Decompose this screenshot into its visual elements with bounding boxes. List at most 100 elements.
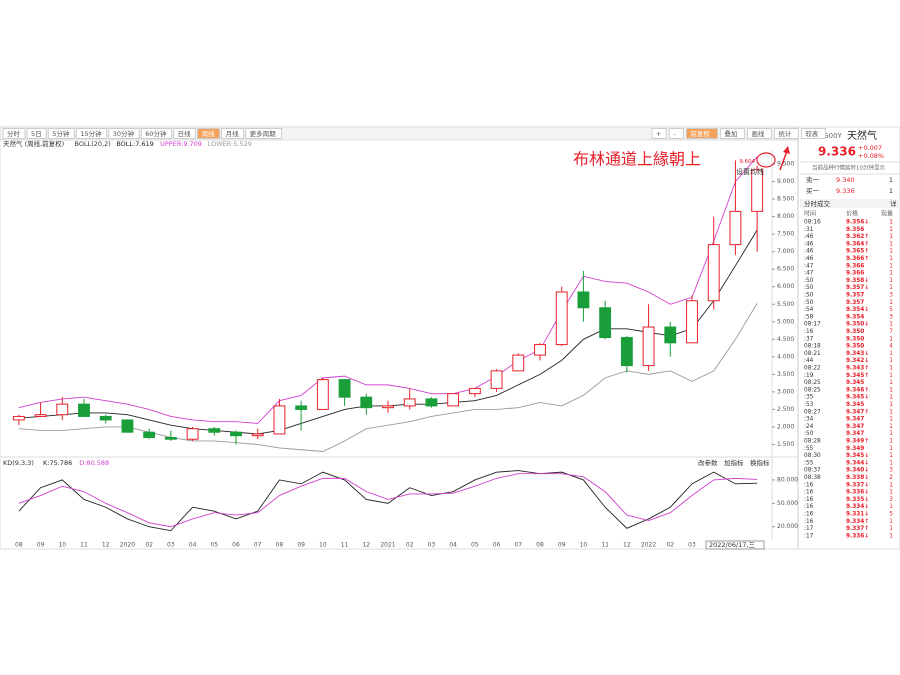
tool-button-label[interactable]: 较表 (805, 129, 819, 138)
tool-button[interactable] (719, 128, 745, 139)
tool-button-label[interactable]: + (656, 130, 661, 138)
period-tab-label[interactable]: 日线 (178, 129, 192, 138)
period-tab-label[interactable]: 分时 (7, 129, 21, 138)
tool-button[interactable] (685, 128, 718, 139)
tool-button[interactable] (668, 128, 684, 139)
indicator-button[interactable]: 加指标 (724, 458, 744, 467)
trade-time: 08:22 (804, 366, 821, 372)
period-tab-label[interactable]: 周线 (202, 129, 216, 138)
period-tab[interactable] (221, 128, 245, 139)
tool-button-label[interactable]: 画线 (751, 129, 765, 138)
candle-body (751, 169, 764, 212)
x-tick-label: 02 (666, 542, 674, 549)
trade-price: 9.347 (846, 431, 864, 437)
period-tab[interactable] (2, 128, 26, 139)
candle-body (490, 370, 503, 389)
period-tab[interactable] (245, 128, 283, 139)
indicator-button[interactable]: 改参数 (698, 458, 718, 467)
tool-button-label[interactable]: 前复权 (690, 129, 710, 138)
trade-price: 9.350↓ (846, 321, 869, 328)
trade-qty: 1 (889, 241, 893, 247)
period-tab[interactable] (26, 128, 47, 139)
trade-price: 9.347↑ (846, 408, 869, 415)
indicator-name: BOLL(20,2) (75, 140, 111, 148)
trade-time: 08:38 (804, 475, 821, 481)
trade-time: :37 (804, 336, 814, 342)
trade-time: :50 (804, 285, 814, 291)
trade-price: 9.334↑ (846, 518, 869, 525)
trade-qty: 1 (889, 336, 893, 342)
trade-price: 9.347 (846, 424, 864, 430)
trade-qty: 1 (889, 366, 893, 372)
x-tick-label: 08 (15, 542, 23, 549)
candle-body (729, 210, 742, 246)
y-tick-label: 2.000 (777, 423, 794, 430)
trade-time: 08:27 (804, 409, 821, 415)
candle-body (382, 405, 394, 409)
tool-button[interactable] (800, 128, 826, 139)
trade-qty: 1 (889, 417, 893, 423)
trade-qty: 1 (889, 373, 893, 379)
tool-button[interactable] (773, 128, 799, 139)
candle-body (316, 379, 329, 410)
trade-qty: 3 (889, 468, 893, 474)
trade-price: 9.366 (846, 271, 864, 277)
period-tab[interactable] (197, 128, 221, 139)
x-tick-label: 07 (254, 542, 262, 549)
trade-price: 9.331↓ (846, 511, 869, 518)
boll-line (18, 156, 758, 424)
period-tab-label[interactable]: 月线 (226, 129, 240, 138)
trade-qty: 1 (889, 256, 893, 262)
period-tab[interactable] (173, 128, 197, 139)
period-tab-label[interactable]: 5日 (31, 130, 42, 138)
trade-qty: 1 (889, 453, 893, 459)
x-tick-label: 06 (232, 542, 240, 549)
candle-body (425, 398, 438, 407)
x-tick-label: 11 (80, 542, 88, 549)
period-tab-label[interactable]: 60分钟 (145, 129, 167, 138)
trade-qty: 1 (889, 249, 893, 255)
period-tab[interactable] (47, 128, 75, 139)
tool-button-label[interactable]: 叠加 (724, 129, 737, 138)
trade-price: 9.365↑ (846, 248, 869, 255)
candle-body (251, 433, 264, 437)
trade-price: 9.354 (846, 314, 864, 320)
trade-qty: 1 (889, 227, 893, 233)
trade-time: :16 (804, 490, 814, 496)
x-tick-label: 2022 (641, 542, 656, 549)
trade-price: 9.356↓ (846, 219, 869, 226)
tool-button-label[interactable]: 统计 (778, 129, 792, 138)
period-tab[interactable] (140, 128, 173, 139)
tool-button[interactable] (651, 128, 667, 139)
main-chart: 1.500 2.000 2.500 3.000 3.500 4.000 4.500 5.000… (3, 139, 794, 549)
period-tab-label[interactable]: 5分钟 (52, 129, 70, 138)
trade-time: 08:30 (804, 453, 821, 459)
trades-detail[interactable]: 详 (890, 199, 897, 208)
trade-qty: 3 (889, 497, 893, 503)
trade-time: :46 (804, 234, 814, 240)
x-tick-label: 03 (167, 542, 175, 549)
trade-qty: 1 (889, 351, 893, 357)
legend-entry: LOWER:5.529 (208, 140, 252, 148)
indicator-button[interactable]: 换指标 (750, 458, 770, 467)
tool-button[interactable] (746, 128, 772, 139)
y-tick-label: 80.000 (777, 476, 798, 483)
trade-time: :53 (804, 402, 814, 408)
period-tab[interactable] (75, 128, 108, 139)
period-tab[interactable] (108, 128, 140, 139)
trade-qty: 3 (889, 314, 893, 320)
candle-body (273, 405, 286, 435)
trade-qty: 1 (889, 300, 893, 306)
candle-body (230, 431, 242, 437)
x-tick-label: 10 (580, 542, 588, 549)
period-tab-label[interactable]: 更多周期 (250, 129, 277, 138)
period-tab-label[interactable]: 30分钟 (113, 129, 135, 138)
tool-button-label[interactable]: - (673, 130, 676, 138)
settings-label[interactable]: 设置均线 (736, 167, 764, 176)
trade-qty: 1 (889, 402, 893, 408)
period-tab-label[interactable]: 15分钟 (80, 129, 102, 138)
trade-price: 9.343↑ (846, 365, 869, 372)
trade-price: 9.354↓ (846, 306, 869, 313)
quote-change: +0.007 (858, 144, 882, 152)
